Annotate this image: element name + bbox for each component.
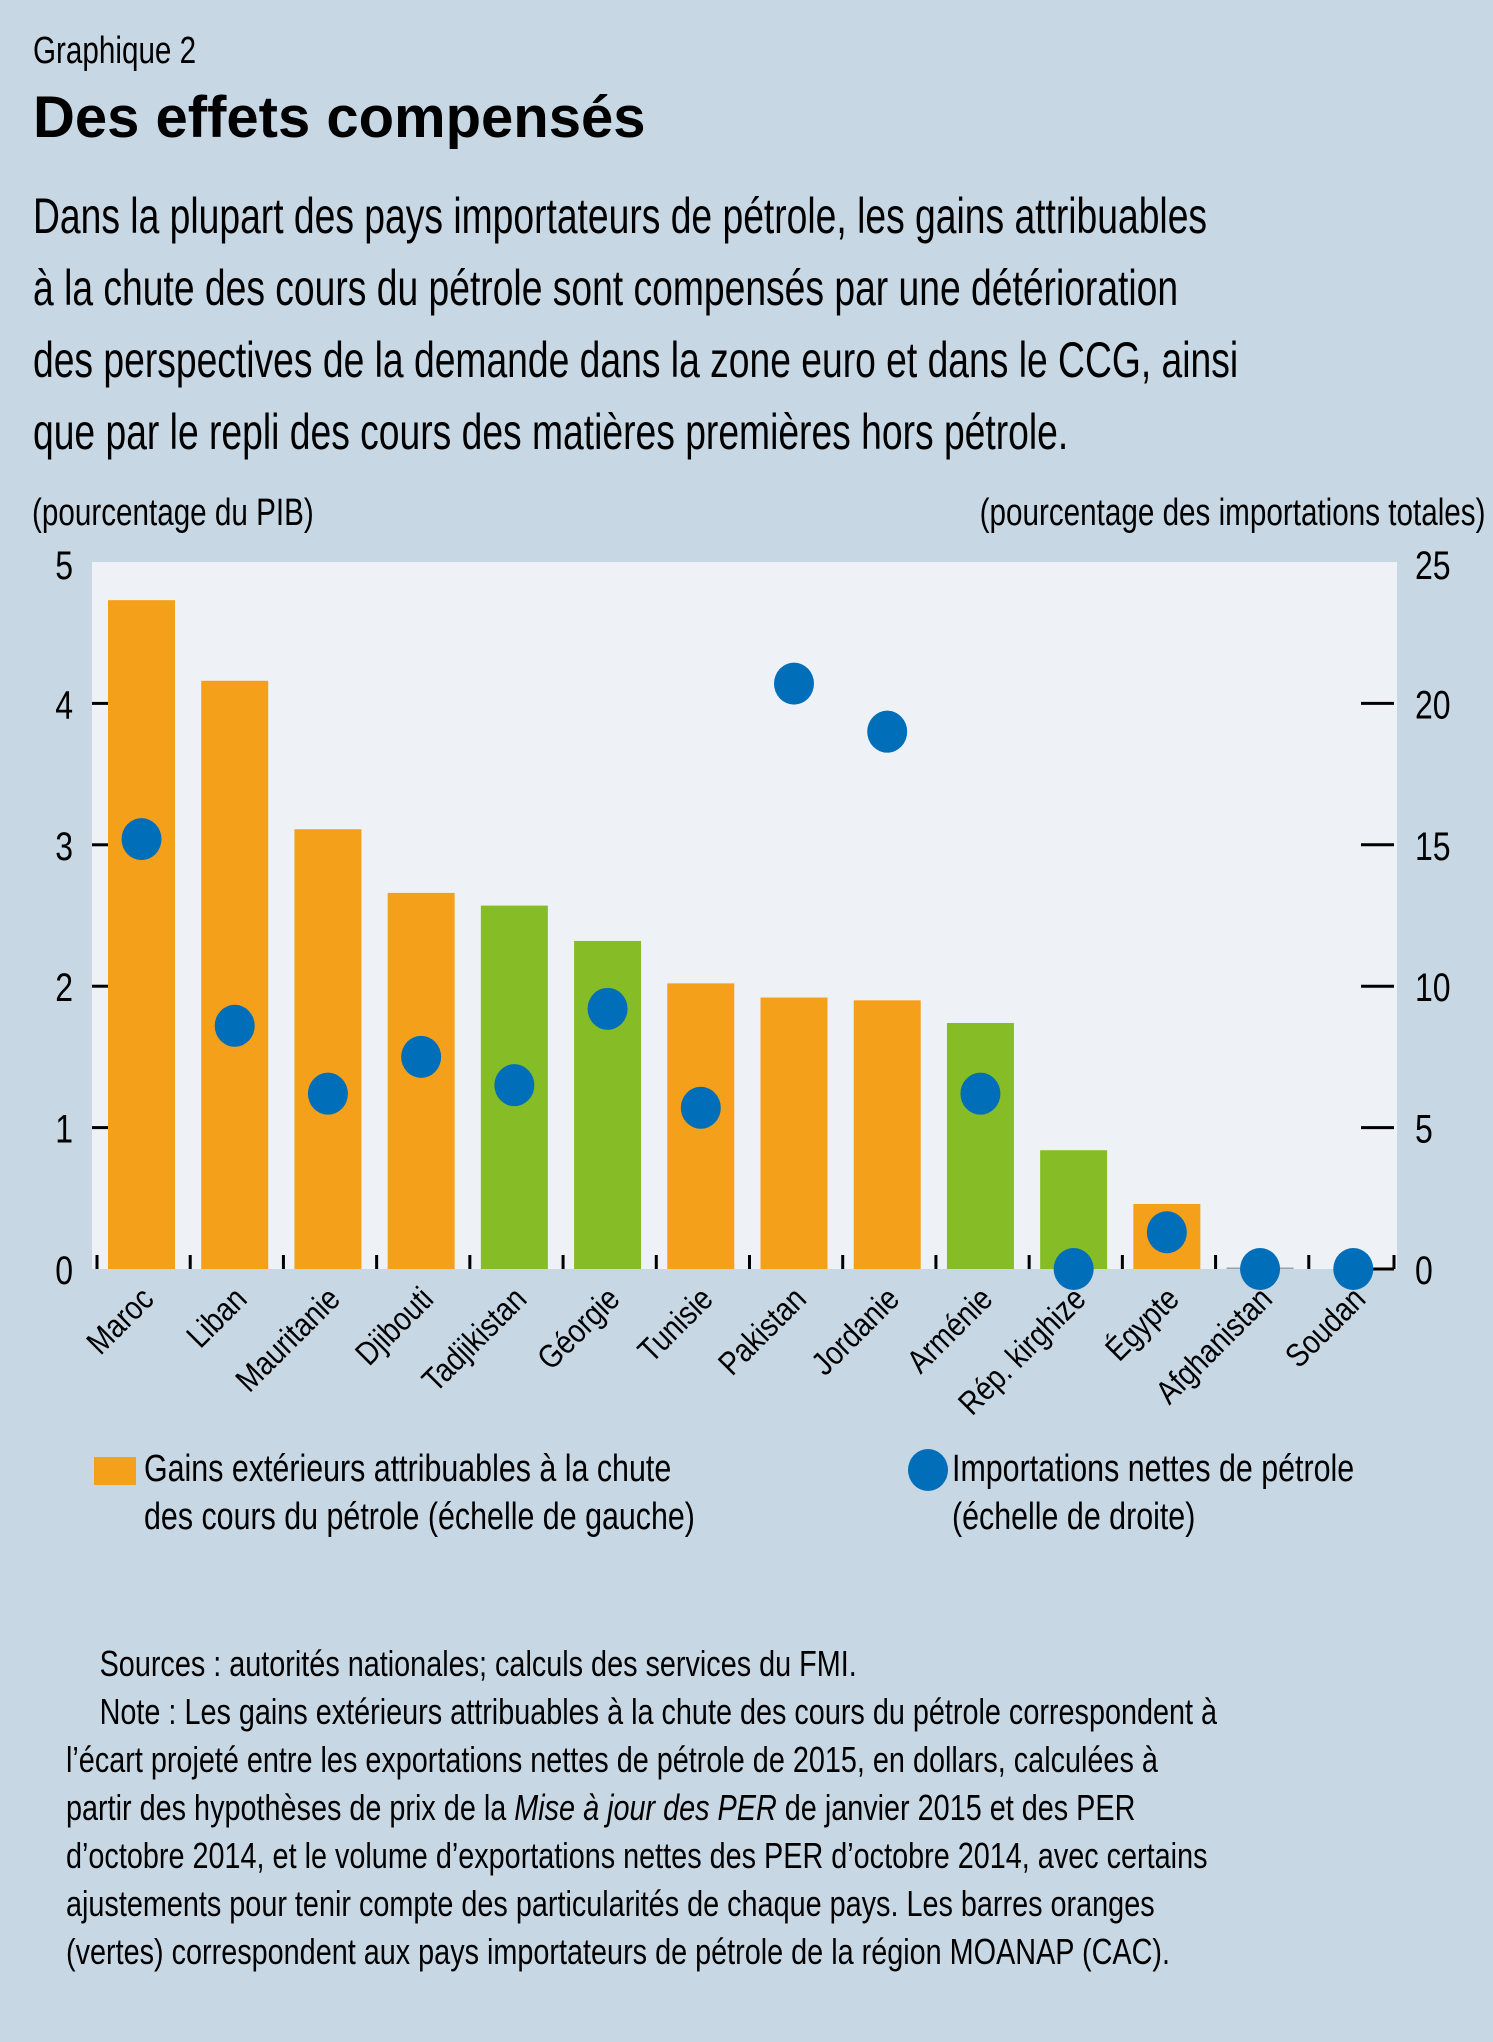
left-axis-tick-label: 4 xyxy=(55,682,73,727)
category-label: Tunisie xyxy=(631,1280,720,1369)
note-text-line: ajustements pour tenir compte des partic… xyxy=(66,1883,1155,1924)
dots-layer xyxy=(121,662,1374,1290)
dot-liban xyxy=(214,1004,255,1047)
category-label: Djibouti xyxy=(348,1280,440,1372)
left-axis-tick-label: 3 xyxy=(55,823,73,868)
bars-layer xyxy=(108,600,1294,1269)
category-label: Tadjikistan xyxy=(415,1280,533,1398)
legend-label-line: (échelle de droite) xyxy=(952,1496,1196,1538)
dot--gypte xyxy=(1146,1211,1187,1254)
category-label: Égypte xyxy=(1098,1280,1186,1368)
right-axis-tick-label: 0 xyxy=(1415,1248,1433,1293)
note-text-line: (vertes) correspondent aux pays importat… xyxy=(66,1931,1170,1972)
dot-g-orgie xyxy=(587,987,628,1030)
legend-item-gains: Gains extérieurs attribuables à la chute… xyxy=(94,1445,833,1541)
dot-maroc xyxy=(121,818,162,861)
note-text-italic: Mise à jour des PER xyxy=(514,1787,777,1828)
dot-afghanistan xyxy=(1240,1248,1281,1290)
dot-pakistan xyxy=(774,662,814,705)
category-label: Géorgie xyxy=(530,1280,626,1376)
sources-text: Sources : autorités nationales; calculs … xyxy=(99,1643,857,1684)
chart-kicker: Graphique 2 xyxy=(33,30,197,72)
dot-soudan xyxy=(1333,1248,1374,1290)
dot-tunisie xyxy=(680,1086,721,1129)
bar-djibouti xyxy=(387,892,455,1269)
left-axis-tick-label: 5 xyxy=(55,543,73,588)
note-text-line: d’octobre 2014, et le volume d’exportati… xyxy=(66,1835,1208,1876)
subtitle-line: des perspectives de la demande dans la z… xyxy=(33,332,1239,388)
subtitle-line: que par le repli des cours des matières … xyxy=(33,404,1069,460)
note-text-line: partir des hypothèses de prix de la Mise… xyxy=(66,1784,1466,1832)
bar-mauritanie xyxy=(294,829,362,1269)
subtitle-line: à la chute des cours du pétrole sont com… xyxy=(33,260,1179,316)
category-label: Mauritanie xyxy=(229,1280,347,1398)
left-axis-unit-label: (pourcentage du PIB) xyxy=(32,492,314,534)
subtitle-line: Dans la plupart des pays importateurs de… xyxy=(33,188,1208,244)
note-text-line: l’écart projeté entre les exportations n… xyxy=(66,1739,1158,1780)
plot-area xyxy=(92,562,1397,1269)
right-axis-tick-label: 15 xyxy=(1415,823,1451,868)
category-label: Jordanie xyxy=(805,1280,907,1382)
left-axis-tick-label: 0 xyxy=(55,1248,73,1293)
legend-label-line: Gains extérieurs attribuables à la chute xyxy=(144,1448,672,1490)
right-axis: 0 5 10 15 20 25 xyxy=(1361,543,1451,1293)
legend-label-line: des cours du pétrole (échelle de gauche) xyxy=(144,1496,695,1538)
chart-subtitle: Dans la plupart des pays importateurs de… xyxy=(33,180,1449,468)
bar-liban xyxy=(201,680,269,1269)
note-text-line: Note : Les gains extérieurs attribuables… xyxy=(99,1691,1218,1732)
bar-pakistan xyxy=(760,997,828,1269)
left-axis: 0 1 2 3 4 5 xyxy=(55,543,108,1293)
dot-arm-nie xyxy=(960,1072,1001,1115)
note-text-segment: partir des hypothèses de prix de la xyxy=(66,1787,515,1828)
dot-jordanie xyxy=(867,710,908,753)
right-axis-tick-label: 20 xyxy=(1415,682,1451,727)
category-label: Liban xyxy=(180,1280,254,1354)
left-axis-tick-label: 2 xyxy=(55,965,73,1010)
bar-jordanie xyxy=(853,1000,921,1269)
legend-swatch-blue-dot xyxy=(908,1449,948,1491)
category-label: Maroc xyxy=(80,1280,161,1361)
dot-mauritanie xyxy=(307,1072,348,1115)
right-axis-tick-label: 5 xyxy=(1415,1106,1433,1151)
category-ticks xyxy=(95,1255,1396,1269)
right-axis-unit-label: (pourcentage des importations totales) xyxy=(979,492,1485,534)
legend-item-imports: Importations nettes de pétrole (échelle … xyxy=(908,1445,1455,1541)
bar-maroc xyxy=(108,600,175,1269)
category-label: Pakistan xyxy=(711,1280,813,1382)
chart-title: Des effets compensés xyxy=(33,85,646,150)
right-axis-tick-label: 25 xyxy=(1415,543,1451,588)
category-label: Soudan xyxy=(1278,1280,1372,1374)
chart-notes: Sources : autorités nationales; calculs … xyxy=(66,1640,1466,1976)
left-axis-tick-label: 1 xyxy=(55,1106,73,1151)
legend-label-line: Importations nettes de pétrole xyxy=(952,1448,1355,1490)
dot-r-p-kirghize xyxy=(1053,1248,1094,1290)
dot-tadjikistan xyxy=(494,1064,535,1107)
legend-swatch-orange-bar xyxy=(94,1457,136,1485)
dot-djibouti xyxy=(401,1035,442,1078)
note-text-segment: de janvier 2015 et des PER xyxy=(776,1787,1136,1828)
right-axis-tick-label: 10 xyxy=(1415,965,1451,1010)
bar-arm-nie xyxy=(946,1022,1014,1269)
